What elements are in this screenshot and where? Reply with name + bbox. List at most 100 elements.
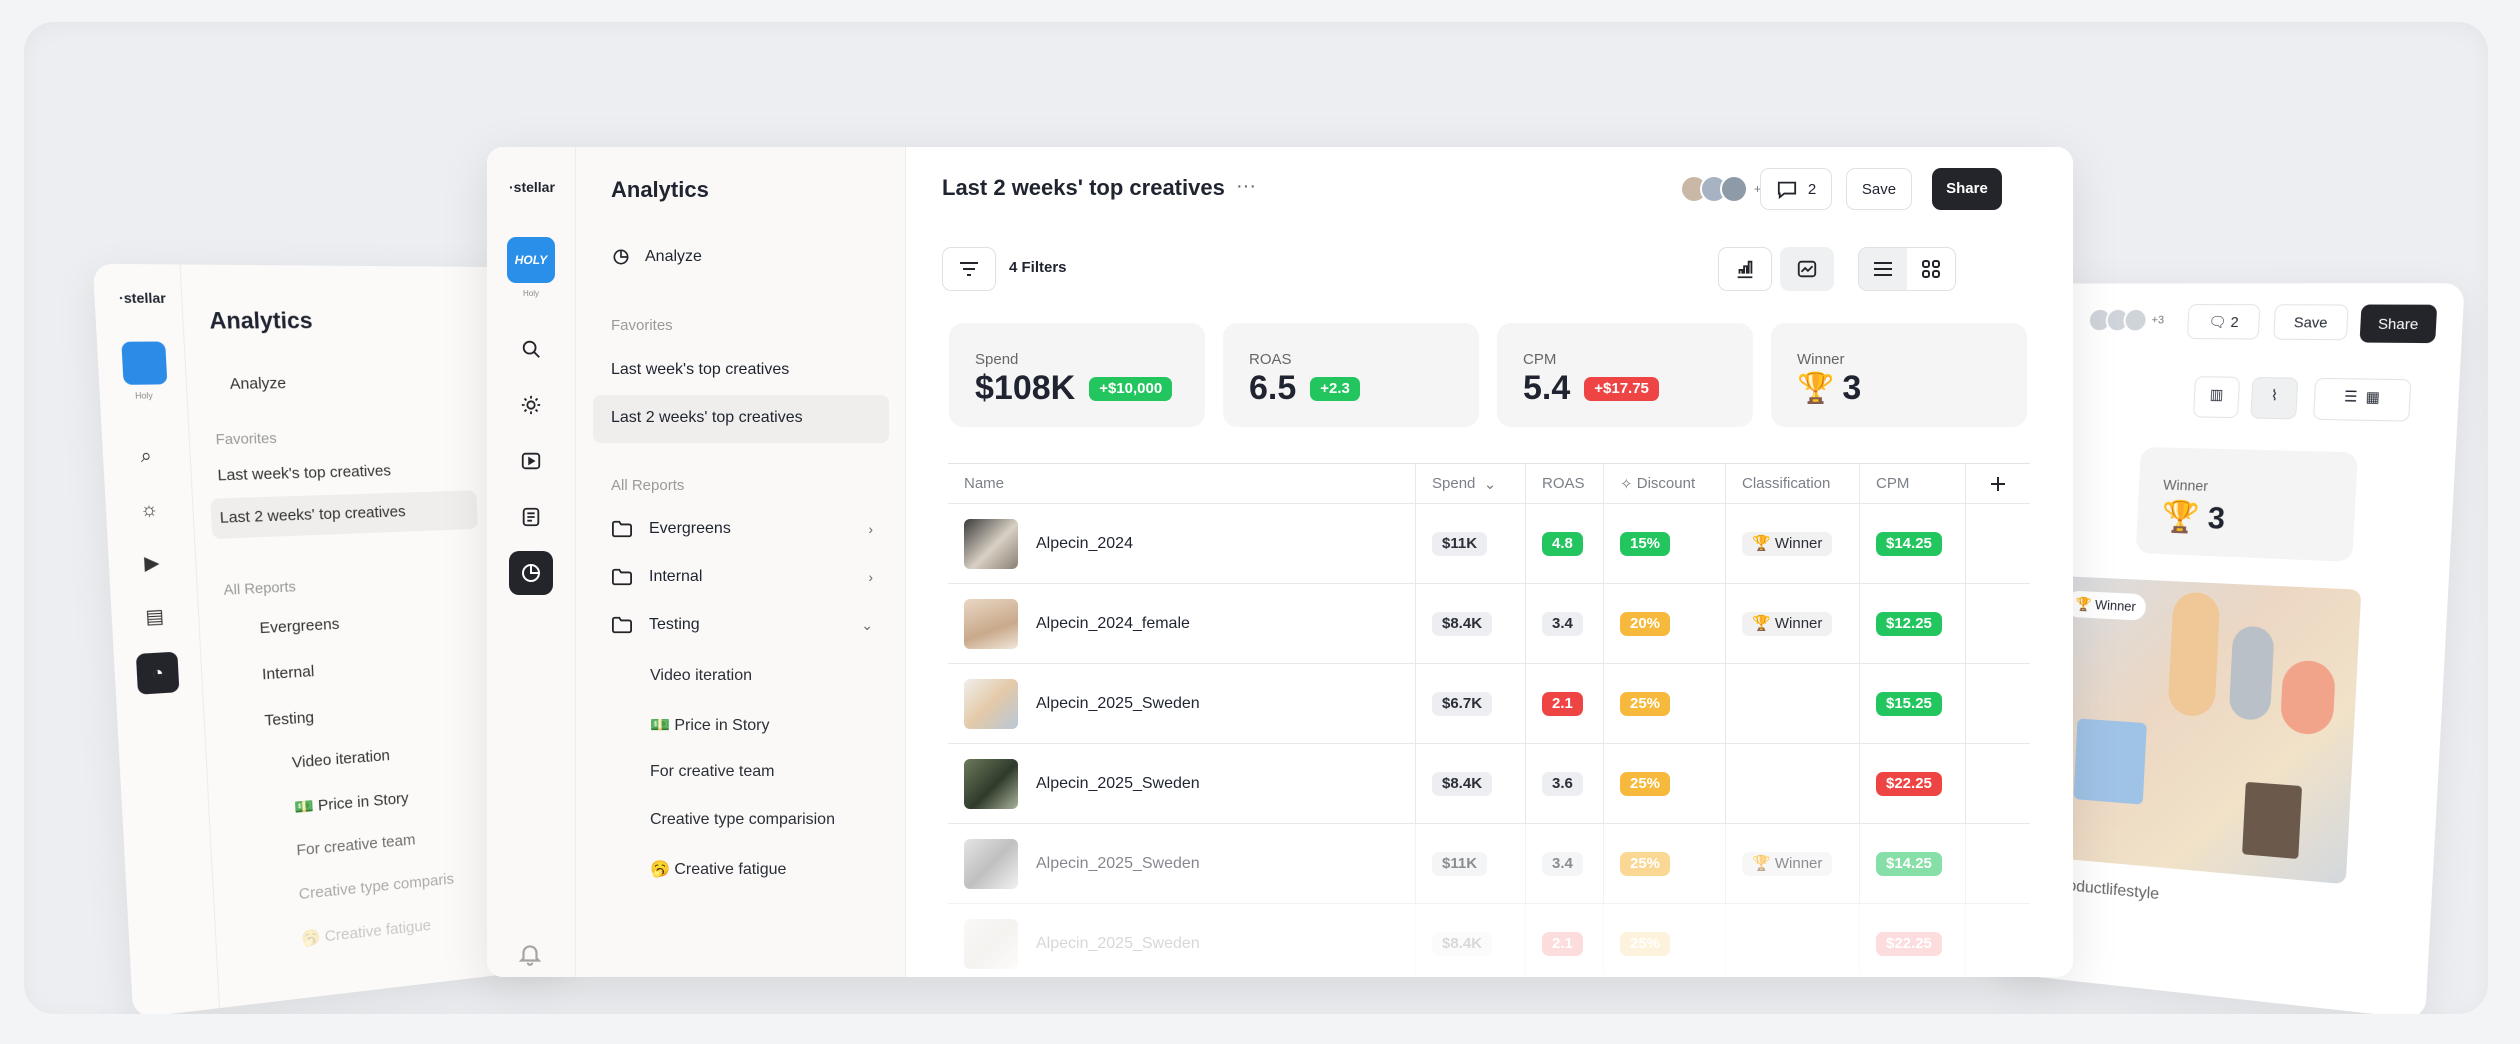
name-cell: Alpecin_2025_Sweden bbox=[948, 744, 1416, 823]
sparkle-icon: ✧ bbox=[1620, 475, 1637, 493]
chevron-right-icon: › bbox=[868, 569, 873, 585]
page-title: Last 2 weeks' top creatives bbox=[942, 175, 1225, 201]
column-header-cpm[interactable]: CPM bbox=[1860, 464, 1966, 503]
table-row[interactable]: Alpecin_2024_female $8.4K 3.4 20% 🏆 Winner $1… bbox=[948, 584, 2030, 664]
back-sidebar-title: Analytics bbox=[209, 307, 313, 335]
column-header-roas[interactable]: ROAS bbox=[1526, 464, 1604, 503]
creative-thumbnail[interactable] bbox=[964, 519, 1018, 569]
analytics-icon[interactable] bbox=[509, 551, 553, 595]
bar-chart-icon[interactable]: ▥ bbox=[2193, 376, 2240, 418]
save-button[interactable]: Save bbox=[1846, 168, 1912, 210]
back-share-button[interactable]: Share bbox=[2360, 304, 2438, 343]
list-view-icon[interactable] bbox=[1859, 248, 1907, 290]
table-row[interactable]: Alpecin_2025_Sweden $6.7K 2.1 25% $15.25 bbox=[948, 664, 2030, 744]
report-item[interactable]: Video iteration bbox=[650, 667, 752, 685]
report-item[interactable]: 💵 Price in Story bbox=[650, 715, 770, 735]
kpi-value: 6.5 bbox=[1249, 369, 1296, 408]
table-row[interactable]: Alpecin_2025_Sweden $8.4K 3.6 25% $22.25 bbox=[948, 744, 2030, 824]
table-row[interactable]: Alpecin_2024 $11K 4.8 15% 🏆 Winner $14.25 bbox=[948, 504, 2030, 584]
folder-icon bbox=[611, 615, 633, 635]
creative-name[interactable]: Alpecin_2025_Sweden bbox=[1036, 855, 1200, 873]
document-icon[interactable] bbox=[517, 503, 545, 531]
more-icon[interactable]: ··· bbox=[1236, 175, 1256, 198]
workspace-logo[interactable]: HOLY bbox=[507, 237, 555, 283]
report-item[interactable]: For creative team bbox=[650, 763, 774, 781]
favorite-item[interactable]: Last week's top creatives bbox=[611, 361, 789, 379]
back-report-item[interactable]: 💵 Price in Story bbox=[294, 788, 409, 816]
analyze-link[interactable]: Analyze bbox=[611, 247, 702, 267]
back-favorites-label: Favorites bbox=[215, 429, 277, 447]
add-column-button[interactable] bbox=[1966, 464, 2030, 503]
document-icon[interactable]: ▤ bbox=[142, 605, 167, 630]
comments-button[interactable]: 2 bbox=[1760, 168, 1832, 210]
back-workspace-logo[interactable] bbox=[121, 342, 167, 385]
column-header-discount[interactable]: ✧ Discount bbox=[1604, 464, 1726, 503]
trophy-icon: 🏆 bbox=[1797, 371, 1834, 406]
discount-cell: 15% bbox=[1604, 504, 1726, 583]
column-header-classification[interactable]: Classification bbox=[1726, 464, 1860, 503]
column-header-spend[interactable]: Spend ⌄ bbox=[1416, 464, 1526, 503]
sun-icon[interactable] bbox=[517, 391, 545, 419]
sun-icon[interactable]: ☼ bbox=[136, 498, 161, 522]
back-report-item[interactable]: 🥱 Creative fatigue bbox=[301, 916, 432, 949]
folder-evergreens[interactable]: Evergreens › bbox=[611, 519, 873, 539]
bell-icon[interactable] bbox=[517, 941, 543, 972]
folder-internal[interactable]: Internal › bbox=[611, 567, 873, 587]
creative-thumbnail[interactable] bbox=[964, 919, 1018, 969]
classification-cell bbox=[1726, 744, 1860, 823]
discount-badge: 25% bbox=[1620, 772, 1670, 796]
table-row[interactable]: Alpecin_2025_Sweden $8.4K 2.1 25% $22.25 bbox=[948, 904, 2030, 977]
creative-thumbnail[interactable]: 🏆 Winner bbox=[2041, 576, 2361, 884]
line-chart-icon bbox=[1796, 258, 1818, 280]
creative-thumbnail[interactable] bbox=[964, 759, 1018, 809]
back-collaborators[interactable]: +3 bbox=[2087, 308, 2164, 333]
cpm-cell: $15.25 bbox=[1860, 664, 1966, 743]
back-report-item[interactable]: Creative type comparis bbox=[298, 870, 454, 903]
share-button[interactable]: Share bbox=[1932, 168, 2002, 210]
back-folder-testing[interactable]: Testing bbox=[264, 709, 314, 730]
comments-count: 2 bbox=[1808, 181, 1816, 198]
folder-testing[interactable]: Testing ⌄ bbox=[611, 615, 873, 635]
folder-label: Evergreens bbox=[649, 520, 731, 538]
collaborators[interactable]: +3 bbox=[1680, 175, 1768, 203]
creative-name[interactable]: Alpecin_2025_Sweden bbox=[1036, 775, 1200, 793]
creative-name[interactable]: Alpecin_2025_Sweden bbox=[1036, 935, 1200, 953]
filters-label[interactable]: 4 Filters bbox=[1009, 259, 1067, 276]
back-report-item[interactable]: Video iteration bbox=[291, 747, 390, 772]
app-logo[interactable]: ·stellar bbox=[509, 179, 555, 195]
back-analyze-link[interactable]: Analyze bbox=[229, 375, 286, 394]
line-chart-icon[interactable]: ⌇ bbox=[2250, 377, 2298, 419]
creative-thumbnail[interactable] bbox=[964, 839, 1018, 889]
view-toggle[interactable]: ☰ ▦ bbox=[2313, 378, 2411, 422]
report-item[interactable]: 🥱 Creative fatigue bbox=[650, 859, 786, 879]
back-folder-evergreens[interactable]: Evergreens bbox=[259, 615, 340, 637]
kpi-label: Winner bbox=[1797, 351, 1845, 368]
table-row[interactable]: Alpecin_2025_Sweden $11K 3.4 25% 🏆 Winner $14… bbox=[948, 824, 2030, 904]
back-folder-internal[interactable]: Internal bbox=[262, 663, 315, 684]
back-report-item[interactable]: For creative team bbox=[296, 831, 416, 860]
play-icon[interactable]: ▶ bbox=[139, 552, 164, 577]
bar-chart-button[interactable] bbox=[1718, 247, 1772, 291]
search-icon[interactable]: ⌕ bbox=[133, 445, 158, 469]
back-favorite-item[interactable]: Last week's top creatives bbox=[217, 462, 391, 485]
creative-name[interactable]: Alpecin_2024_female bbox=[1036, 615, 1190, 633]
play-icon[interactable] bbox=[517, 447, 545, 475]
creative-name[interactable]: Alpecin_2025_Sweden bbox=[1036, 695, 1200, 713]
analytics-icon[interactable]: ◔ bbox=[136, 652, 180, 695]
discount-cell: 25% bbox=[1604, 904, 1726, 977]
folder-icon bbox=[611, 519, 633, 539]
filter-button[interactable] bbox=[942, 247, 996, 291]
creative-name[interactable]: Alpecin_2024 bbox=[1036, 535, 1133, 553]
search-icon[interactable] bbox=[517, 335, 545, 363]
report-item[interactable]: Creative type comparision bbox=[650, 811, 835, 829]
back-save-button[interactable]: Save bbox=[2273, 304, 2349, 340]
creative-thumbnail[interactable] bbox=[964, 679, 1018, 729]
favorite-item-selected[interactable]: Last 2 weeks' top creatives bbox=[611, 409, 803, 427]
creative-thumbnail[interactable] bbox=[964, 599, 1018, 649]
back-comments-button[interactable]: 🗨 2 bbox=[2187, 304, 2261, 340]
kpi-label: ROAS bbox=[1249, 351, 1292, 368]
column-header-name[interactable]: Name bbox=[948, 464, 1416, 503]
grid-view-icon[interactable] bbox=[1907, 248, 1955, 290]
roas-cell: 3.4 bbox=[1526, 584, 1604, 663]
line-chart-button[interactable] bbox=[1780, 247, 1834, 291]
